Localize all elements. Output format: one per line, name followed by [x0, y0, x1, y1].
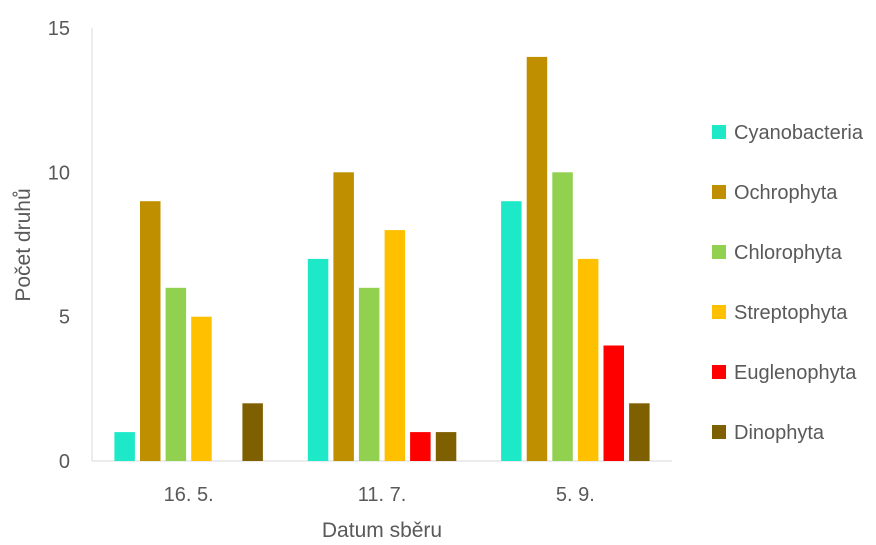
bar — [242, 403, 263, 461]
legend-swatch — [712, 305, 726, 319]
legend-swatch — [712, 245, 726, 259]
y-tick-label: 5 — [59, 307, 70, 329]
legend-swatch — [712, 185, 726, 199]
bar — [552, 172, 573, 462]
x-tick-label: 11. 7. — [358, 484, 407, 506]
bar — [384, 230, 406, 461]
bar — [140, 201, 161, 461]
legend-label: Dinophyta — [734, 422, 825, 444]
legend-label: Cyanobacteria — [734, 122, 864, 144]
bar — [501, 201, 522, 461]
legend-swatch — [712, 365, 726, 379]
legend: Cyanobacteria Ochrophyta Chlorophyta Strept… — [712, 122, 864, 444]
legend-swatch — [712, 425, 726, 439]
y-tick-label: 10 — [48, 162, 70, 184]
legend-label: Streptophyta — [734, 302, 848, 324]
bar — [165, 287, 187, 461]
bar — [191, 316, 212, 461]
legend-swatch — [712, 125, 726, 139]
x-tick-label: 5. 9. — [556, 484, 595, 506]
bar — [333, 172, 354, 462]
y-tick-label: 15 — [48, 18, 70, 40]
y-tick-labels: 0 5 10 15 — [48, 18, 70, 473]
bar — [435, 432, 457, 461]
bar — [603, 345, 624, 461]
bar — [410, 432, 431, 461]
x-tick-label: 16. 5. — [164, 484, 214, 506]
y-axis-label: Počet druhů — [12, 188, 35, 301]
bar — [114, 432, 135, 461]
legend-label: Chlorophyta — [734, 242, 843, 264]
bar — [629, 403, 650, 461]
legend-label: Euglenophyta — [734, 362, 857, 384]
x-tick-labels: 16. 5. 11. 7. 5. 9. — [164, 484, 595, 506]
bar — [577, 258, 599, 461]
bars — [114, 56, 650, 462]
bar — [307, 258, 329, 461]
bar — [358, 287, 380, 461]
x-axis-label: Datum sběru — [322, 519, 442, 540]
legend-label: Ochrophyta — [734, 182, 838, 204]
y-tick-label: 0 — [59, 451, 70, 473]
bar — [526, 56, 548, 462]
